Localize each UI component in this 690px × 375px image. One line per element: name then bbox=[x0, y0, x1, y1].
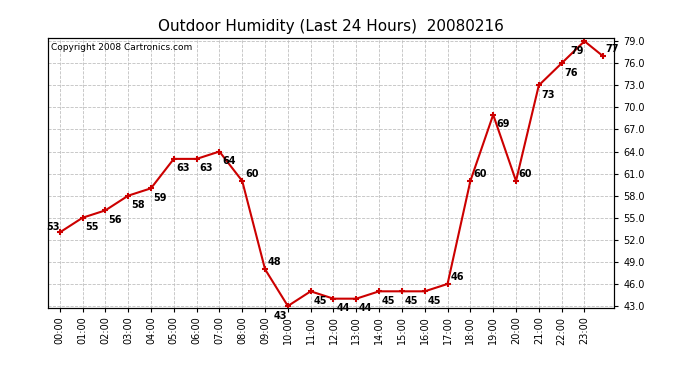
Title: Outdoor Humidity (Last 24 Hours)  20080216: Outdoor Humidity (Last 24 Hours) 2008021… bbox=[158, 18, 504, 33]
Text: 43: 43 bbox=[274, 310, 288, 321]
Text: 55: 55 bbox=[86, 222, 99, 232]
Text: 44: 44 bbox=[359, 303, 373, 313]
Text: 45: 45 bbox=[428, 296, 441, 306]
Text: 63: 63 bbox=[199, 164, 213, 173]
Text: 48: 48 bbox=[268, 257, 282, 267]
Text: 63: 63 bbox=[177, 164, 190, 173]
Text: 59: 59 bbox=[154, 193, 167, 203]
Text: 45: 45 bbox=[405, 296, 418, 306]
Text: 76: 76 bbox=[564, 68, 578, 78]
Text: 60: 60 bbox=[473, 169, 486, 179]
Text: 45: 45 bbox=[382, 296, 395, 306]
Text: 53: 53 bbox=[46, 222, 59, 232]
Text: 56: 56 bbox=[108, 215, 121, 225]
Text: 44: 44 bbox=[336, 303, 350, 313]
Text: 73: 73 bbox=[542, 90, 555, 100]
Text: 45: 45 bbox=[313, 296, 327, 306]
Text: 64: 64 bbox=[222, 156, 236, 166]
Text: 58: 58 bbox=[131, 200, 144, 210]
Text: 69: 69 bbox=[496, 119, 509, 129]
Text: Copyright 2008 Cartronics.com: Copyright 2008 Cartronics.com bbox=[51, 43, 193, 52]
Text: 60: 60 bbox=[245, 169, 259, 179]
Text: 46: 46 bbox=[451, 272, 464, 282]
Text: 79: 79 bbox=[571, 46, 584, 56]
Text: 60: 60 bbox=[519, 169, 532, 179]
Text: 77: 77 bbox=[605, 44, 619, 54]
